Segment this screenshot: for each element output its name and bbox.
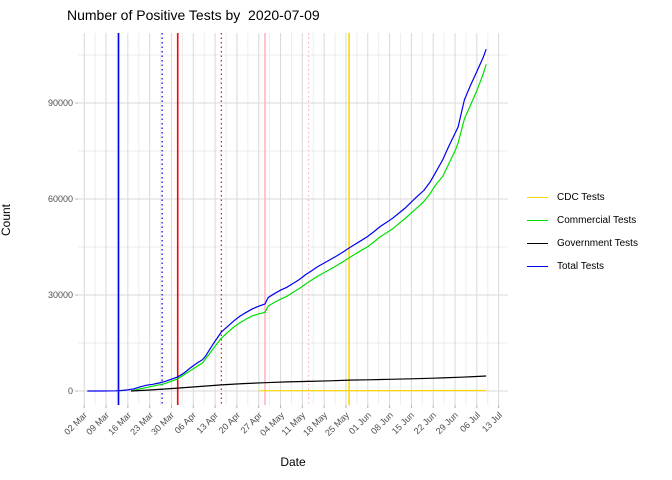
y-tick-label: 30000 xyxy=(47,290,73,300)
x-axis-title: Date xyxy=(280,455,306,469)
legend: CDC Tests Commercial Tests Government Te… xyxy=(527,186,638,278)
legend-label: Total Tests xyxy=(557,261,605,272)
chart-title: Number of Positive Tests by 2020-07-09 xyxy=(67,7,320,23)
legend-item-total-tests: Total Tests xyxy=(527,255,638,278)
series-line-commercial-tests xyxy=(130,64,487,392)
y-tick-label: 60000 xyxy=(47,194,73,204)
legend-label: CDC Tests xyxy=(557,192,605,203)
series-line-government-tests xyxy=(130,375,487,392)
legend-key-line-icon xyxy=(527,197,548,198)
legend-key-line-icon xyxy=(527,243,548,244)
legend-item-government-tests: Government Tests xyxy=(527,232,638,255)
legend-item-commercial-tests: Commercial Tests xyxy=(527,209,638,232)
legend-label: Government Tests xyxy=(557,238,638,249)
y-tick-label: 90000 xyxy=(47,98,73,108)
legend-item-cdc-tests: CDC Tests xyxy=(527,186,638,209)
y-axis-title: Count xyxy=(0,203,13,237)
legend-key-line-icon xyxy=(527,266,548,267)
legend-label: Commercial Tests xyxy=(557,215,637,226)
legend-key-line-icon xyxy=(527,220,548,221)
y-tick-label: 0 xyxy=(67,386,73,396)
series-line-total-tests xyxy=(87,48,487,392)
